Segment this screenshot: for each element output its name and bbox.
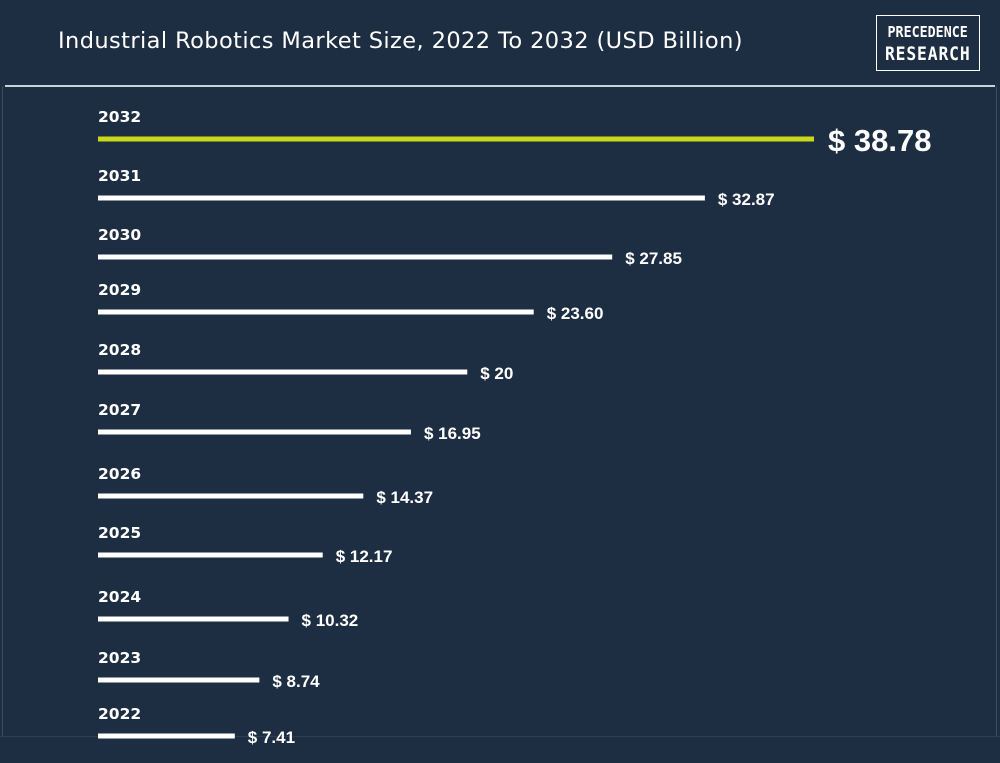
value-label-2022: $ 7.41 [248,728,295,747]
value-label-2025: $ 12.17 [336,547,393,566]
bar-2027 [98,429,411,435]
bar-2032 [98,136,814,142]
bar-2030 [98,254,613,260]
bar-2028 [98,369,468,375]
left-border [2,86,3,736]
bar-2026 [98,493,364,499]
year-label-2031: 2031 [98,167,141,185]
year-label-2025: 2025 [98,524,141,542]
footer-line [0,736,1000,737]
value-label-2027: $ 16.95 [424,424,481,443]
year-label-2026: 2026 [98,465,141,483]
value-label-2031: $ 32.87 [718,190,775,209]
bar-2023 [98,677,260,683]
right-border [996,86,997,736]
year-label-2029: 2029 [98,281,141,299]
year-label-2023: 2023 [98,649,141,667]
chart-title: Industrial Robotics Market Size, 2022 To… [58,28,743,54]
value-label-2032: $ 38.78 [828,123,931,158]
bar-2024 [98,616,289,622]
logo-text-line2: RESEARCH [885,43,971,65]
year-label-2028: 2028 [98,341,141,359]
bar-2029 [98,309,534,315]
year-label-2024: 2024 [98,588,141,606]
bar-2031 [98,195,705,201]
value-label-2026: $ 14.37 [376,488,433,507]
value-label-2028: $ 20 [480,364,513,383]
header-divider [5,85,995,87]
bar-2025 [98,552,323,558]
value-label-2030: $ 27.85 [625,249,682,268]
value-label-2023: $ 8.74 [272,672,320,691]
value-label-2029: $ 23.60 [547,304,604,323]
precedence-research-logo: PRECEDENCE RESEARCH [876,15,980,71]
year-label-2027: 2027 [98,401,141,419]
year-label-2022: 2022 [98,705,141,723]
value-label-2024: $ 10.32 [302,611,359,630]
year-label-2030: 2030 [98,226,141,244]
logo-text-line1: PRECEDENCE [887,23,969,41]
year-label-2032: 2032 [98,108,141,126]
bar-2022 [98,733,235,739]
